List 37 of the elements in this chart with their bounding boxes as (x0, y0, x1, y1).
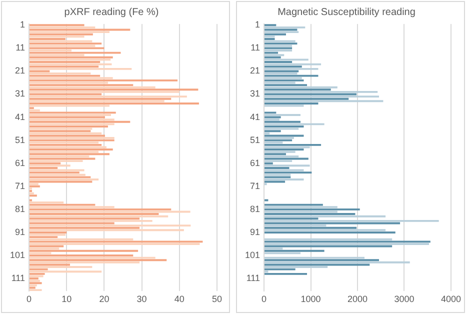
y-tick-label: 111 (246, 273, 260, 284)
y-tick-label: 81 (15, 204, 26, 214)
chart-title: pXRF reading (Fe %) (64, 6, 159, 18)
y-tick-label: 71 (15, 180, 26, 191)
y-tick-label: 11 (16, 42, 26, 53)
x-tick-label: 0 (262, 294, 267, 304)
x-tick-label: 20 (99, 294, 110, 304)
y-tick-label: 1 (20, 20, 26, 30)
x-tick-label: 4000 (440, 294, 462, 304)
y-tick-label: 111 (11, 273, 26, 284)
y-tick-label: 101 (244, 250, 260, 260)
y-tick-label: 41 (15, 112, 26, 122)
y-tick-label: 101 (10, 250, 26, 260)
y-tick-label: 21 (250, 66, 260, 76)
y-tick-label: 71 (250, 180, 260, 191)
x-tick-label: 50 (212, 294, 222, 304)
y-tick-label: 11 (250, 42, 260, 53)
x-tick-label: 3000 (394, 294, 414, 304)
chart-title: Magnetic Susceptibility reading (278, 6, 416, 18)
y-tick-label: 21 (15, 66, 26, 76)
y-tick-label: 61 (250, 158, 260, 168)
y-tick-label: 61 (15, 158, 26, 168)
y-tick-label: 91 (250, 226, 260, 237)
y-tick-label: 31 (250, 88, 260, 99)
x-tick-label: 40 (174, 294, 184, 304)
x-tick-label: 30 (136, 294, 147, 304)
y-tick-label: 91 (15, 226, 26, 237)
x-tick-label: 1000 (300, 294, 321, 304)
y-tick-label: 41 (250, 112, 260, 122)
x-tick-label: 10 (62, 294, 72, 304)
y-tick-label: 51 (250, 134, 260, 145)
x-tick-label: 0 (26, 294, 32, 304)
x-tick-label: 2000 (347, 294, 368, 304)
y-tick-label: 81 (250, 204, 260, 214)
y-tick-label: 31 (15, 88, 26, 99)
y-tick-label: 1 (255, 20, 260, 30)
y-tick-label: 51 (15, 134, 26, 145)
